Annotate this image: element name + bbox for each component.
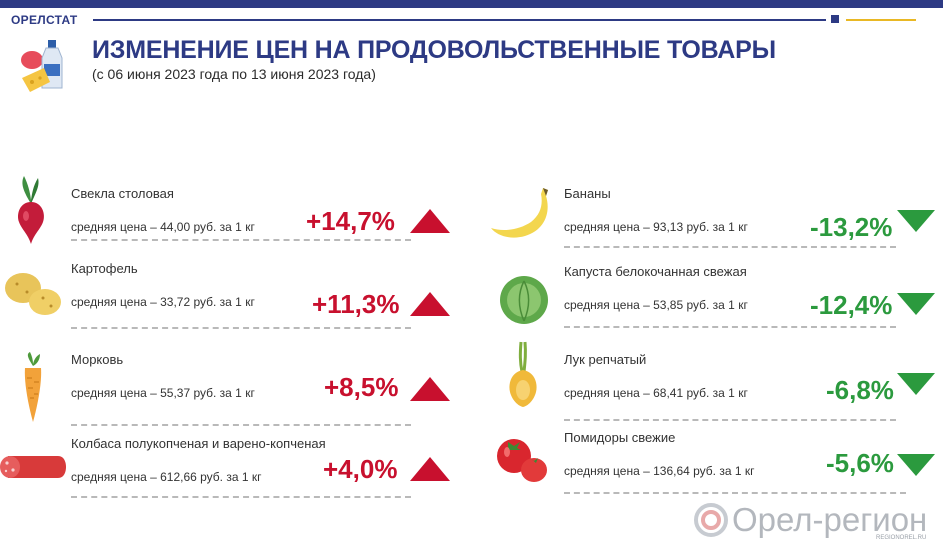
page-subtitle: (с 06 июня 2023 года по 13 июня 2023 год… [92,66,376,82]
onion-icon [509,341,537,407]
price-change: -12,4% [810,290,893,320]
brand-label: ОРЕЛСТАТ [11,13,78,27]
carrot-icon [24,352,42,422]
item-name: Морковь [71,352,124,367]
top-bar [0,0,943,8]
watermark-url: REGIONOREL.RU [876,535,927,541]
divider [71,496,411,498]
decrease-arrow-icon [897,373,935,395]
divider [564,492,906,494]
divider [564,246,896,248]
watermark-logo-icon [694,503,728,537]
groceries-icon [21,40,63,92]
item-name: Свекла столовая [71,186,174,201]
header-rule-marker [831,15,839,23]
tomato-icon [497,439,547,482]
increase-arrow-icon [410,292,450,316]
item-name: Бананы [564,186,611,201]
item-price: средняя цена – 136,64 руб. за 1 кг [564,464,755,478]
price-change: +4,0% [323,454,398,484]
item-name: Лук репчатый [564,352,647,367]
decrease-arrow-icon [897,454,935,476]
increase-arrow-icon [410,209,450,233]
divider [71,424,411,426]
price-change: +11,3% [312,289,400,319]
divider [564,419,896,421]
divider [564,326,896,328]
potato-icon [5,273,61,315]
item-name: Колбаса полукопченая и варено-копченая [71,436,326,451]
price-change: -6,8% [826,375,894,405]
sausage-icon [0,456,66,478]
header-rule [93,19,826,21]
item-name: Помидоры свежие [564,430,676,445]
increase-arrow-icon [410,457,450,481]
decrease-arrow-icon [897,210,935,232]
cabbage-icon [500,276,548,324]
increase-arrow-icon [410,377,450,401]
item-name: Картофель [71,261,138,276]
item-price: средняя цена – 93,13 руб. за 1 кг [564,220,748,234]
item-name: Капуста белокочанная свежая [564,264,747,279]
price-change: +8,5% [324,372,399,402]
item-price: средняя цена – 44,00 руб. за 1 кг [71,220,255,234]
price-change: +14,7% [306,206,395,236]
item-price: средняя цена – 53,85 руб. за 1 кг [564,298,748,312]
header-rule-accent [846,19,916,21]
decrease-arrow-icon [897,293,935,315]
item-price: средняя цена – 33,72 руб. за 1 кг [71,295,255,309]
divider [71,327,411,329]
beet-icon [18,176,44,244]
banana-icon [491,188,548,238]
item-price: средняя цена – 612,66 руб. за 1 кг [71,470,262,484]
item-price: средняя цена – 55,37 руб. за 1 кг [71,386,255,400]
item-price: средняя цена – 68,41 руб. за 1 кг [564,386,748,400]
price-change: -5,6% [826,448,894,478]
page-title: ИЗМЕНЕНИЕ ЦЕН НА ПРОДОВОЛЬСТВЕННЫЕ ТОВАР… [92,36,776,64]
price-change: -13,2% [810,212,893,242]
watermark-text: Орел-регион [732,501,928,538]
divider [71,239,411,241]
watermark: Орел-регион REGIONOREL.RU [692,500,942,541]
